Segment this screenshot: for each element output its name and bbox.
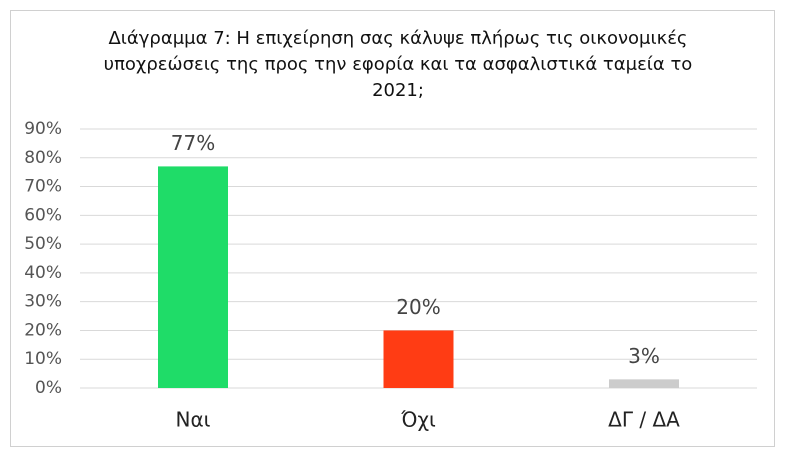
y-tick-label: 30% [24, 292, 62, 312]
value-label: 77% [171, 131, 215, 155]
x-tick-label: Όχι [400, 408, 436, 432]
y-tick-label: 40% [24, 263, 62, 283]
x-tick-label: ΔΓ / ΔΑ [608, 408, 680, 432]
chart-frame [10, 10, 775, 447]
y-tick-label: 80% [24, 148, 62, 168]
y-tick-label: 50% [24, 234, 62, 254]
y-tick-label: 20% [24, 320, 62, 340]
bar [609, 379, 679, 388]
chart-title: Διάγραμμα 7: Η επιχείρηση σας κάλυψε πλή… [103, 28, 693, 101]
y-tick-label: 10% [24, 349, 62, 369]
value-label: 20% [396, 295, 440, 319]
y-tick-label: 70% [24, 177, 62, 197]
y-tick-label: 90% [24, 119, 62, 139]
value-label: 3% [628, 344, 660, 368]
bar [383, 330, 454, 388]
x-tick-label: Ναι [176, 408, 211, 432]
bar [158, 166, 228, 388]
y-tick-label: 0% [35, 378, 62, 398]
y-tick-label: 60% [24, 205, 62, 225]
